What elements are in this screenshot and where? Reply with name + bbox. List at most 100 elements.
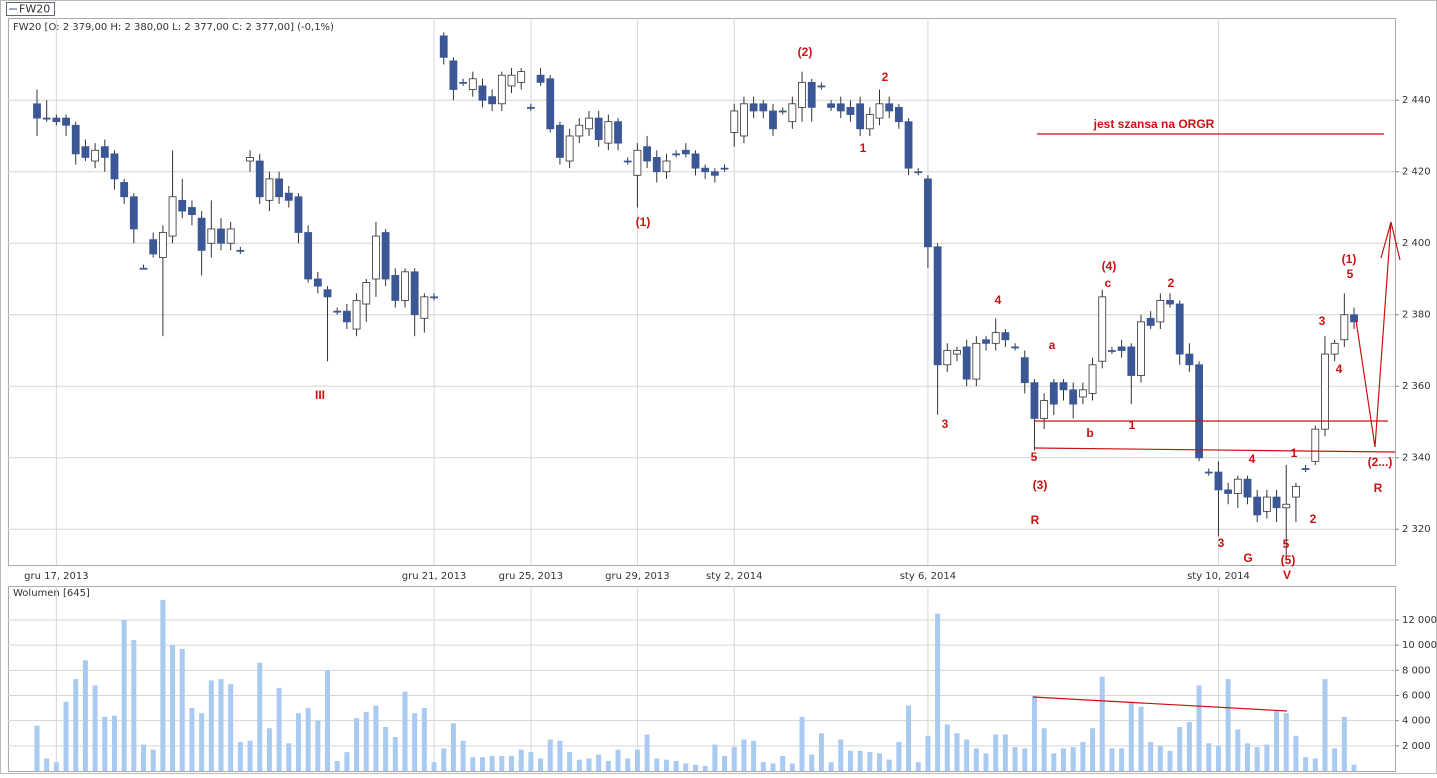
volume-bar — [1148, 742, 1154, 771]
candle-body — [594, 117, 603, 140]
candle-body — [42, 117, 51, 120]
volume-bar — [1041, 728, 1047, 771]
volume-bar — [509, 755, 515, 771]
annotation: (5) — [1281, 553, 1296, 567]
candle-body — [139, 267, 148, 270]
volume-bar — [121, 619, 127, 771]
candle-body — [1011, 346, 1019, 349]
volume-bar — [896, 742, 902, 771]
volume-bar — [286, 743, 292, 771]
candle-body — [1301, 468, 1310, 470]
volume-bar — [528, 752, 534, 771]
y-tick-label: 10 000 — [1402, 640, 1437, 651]
volume-bar — [383, 726, 389, 771]
volume-bar — [305, 708, 311, 771]
candle-body — [1350, 314, 1358, 323]
candle-body — [643, 146, 651, 162]
candle-body — [497, 74, 506, 105]
volume-bar — [315, 720, 321, 771]
volume-panel — [8, 586, 1396, 772]
candle-body — [1020, 357, 1029, 384]
volume-bar — [1012, 747, 1018, 771]
volume-bar — [751, 740, 757, 771]
volume-bar — [1351, 764, 1357, 771]
candle-body — [468, 78, 477, 90]
candle-body — [129, 196, 138, 230]
volume-bar — [538, 758, 544, 771]
volume-bar — [266, 728, 272, 771]
candle-body — [33, 103, 41, 119]
candle-body — [342, 310, 351, 323]
drawings — [1032, 133, 1401, 712]
candle-body — [1001, 332, 1010, 341]
y-tick-label: 2 320 — [1402, 524, 1431, 535]
candle-body — [662, 160, 671, 173]
volume-bar — [780, 755, 786, 771]
candle-body — [740, 103, 748, 137]
candle-body — [1088, 364, 1097, 394]
volume-bar — [1312, 758, 1318, 771]
annotation: 2 — [1310, 512, 1317, 526]
volume-bar — [954, 733, 960, 771]
volume-bar — [354, 718, 360, 771]
candle-body — [420, 296, 429, 319]
y-tick-label: 2 420 — [1402, 167, 1431, 178]
volume-bar — [1031, 695, 1037, 771]
annotation: a — [1049, 338, 1056, 352]
annotation: V — [1283, 568, 1291, 582]
legend-label: FW20 — [19, 3, 50, 16]
candle-body — [875, 103, 884, 119]
candle-body — [1146, 317, 1155, 326]
volume-bar — [576, 759, 582, 771]
annotation: 3 — [1218, 536, 1225, 550]
candle-body — [1098, 296, 1107, 362]
candle-body — [788, 103, 797, 123]
volume-bar — [1109, 748, 1115, 771]
legend-box — [6, 2, 55, 16]
candle-body — [730, 110, 739, 133]
candle-body — [1330, 342, 1339, 355]
y-tick-label: 6 000 — [1402, 690, 1431, 701]
volume-bar — [770, 763, 776, 771]
annotation: G — [1243, 551, 1252, 565]
candle-body — [1185, 353, 1194, 366]
candle-body — [391, 275, 400, 301]
volume-bar — [1099, 676, 1105, 771]
volume-bar — [257, 662, 263, 771]
candle-body — [265, 178, 274, 201]
annotation: jest szansa na ORGR — [1093, 117, 1215, 131]
volume-bar — [731, 747, 737, 771]
volume-bar — [170, 645, 176, 771]
annotation: 1 — [1129, 418, 1136, 432]
volume-title: Wolumen [645] — [13, 588, 90, 599]
annotation: 5 — [1347, 267, 1354, 281]
arrow-head — [1380, 221, 1401, 261]
candle-body — [623, 160, 632, 163]
volume-bar — [392, 737, 398, 771]
candle-body — [52, 117, 61, 123]
volume-bar — [683, 763, 689, 771]
candle-body — [372, 235, 380, 280]
candle-body — [846, 106, 855, 115]
candle-body — [449, 60, 458, 90]
candle-body — [158, 232, 167, 258]
volume-bar — [1128, 701, 1134, 771]
volume-bar — [150, 749, 156, 771]
candle-body — [1214, 471, 1223, 491]
annotation: c — [1105, 276, 1112, 290]
annotation: 4 — [1249, 452, 1256, 466]
y-tick-label: 12 000 — [1402, 615, 1437, 626]
candle-body — [710, 171, 719, 176]
volume-bar — [702, 765, 708, 771]
candle-body — [633, 149, 642, 176]
candle-body — [1195, 364, 1203, 459]
annotation: (2...) — [1368, 455, 1393, 469]
candle-body — [885, 103, 894, 112]
volume-bar — [983, 753, 989, 771]
annotation: R — [1031, 513, 1040, 527]
volume-bar — [218, 679, 224, 771]
x-tick-label: gru 29, 2013 — [605, 571, 670, 582]
volume-bar — [44, 758, 50, 771]
volume-bar — [247, 740, 253, 771]
volume-bar — [1322, 679, 1328, 771]
